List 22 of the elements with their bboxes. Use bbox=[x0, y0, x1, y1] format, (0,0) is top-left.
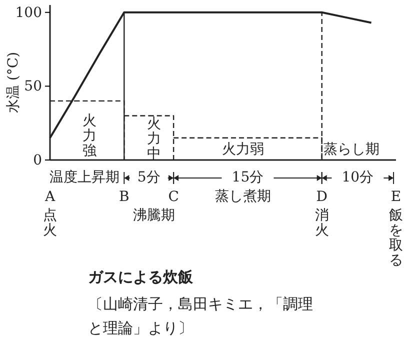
y-tick-label: 0 bbox=[33, 152, 42, 168]
text: 消火 bbox=[314, 208, 329, 239]
text: ガスによる炊飯 bbox=[88, 268, 194, 286]
text: 飯を取る bbox=[389, 208, 403, 269]
text: 15分 bbox=[232, 170, 264, 186]
x-tick-label: C bbox=[168, 188, 179, 205]
y-tick-label: 50 bbox=[24, 78, 42, 95]
y-tick-label: 100 bbox=[15, 4, 42, 21]
annotation: 蒸らし期 bbox=[324, 141, 380, 158]
text: 10分 bbox=[342, 170, 374, 186]
text: 5分 bbox=[137, 170, 160, 186]
x-tick-label: A bbox=[44, 188, 56, 205]
text: 温度上昇期 bbox=[50, 170, 120, 186]
text: 点火 bbox=[43, 208, 57, 239]
text: 〔山崎清子，島田キミエ，「調理と理論」より〕 bbox=[88, 295, 313, 337]
y-axis-title: 水温 (°C) bbox=[6, 52, 22, 114]
x-tick-label: E bbox=[390, 188, 402, 205]
x-tick-label: D bbox=[316, 188, 328, 205]
text: 沸騰期 bbox=[132, 208, 175, 224]
x-tick-label: B bbox=[118, 188, 130, 205]
text: 蒸し煮期 bbox=[214, 188, 271, 205]
annotation: 火力弱 bbox=[222, 141, 264, 158]
